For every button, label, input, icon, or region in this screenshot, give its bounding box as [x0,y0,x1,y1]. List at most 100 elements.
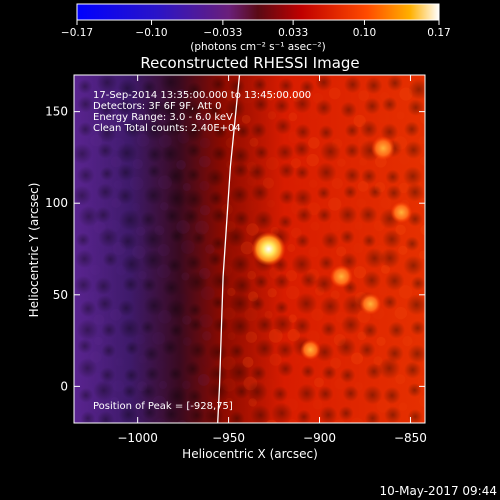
texture-blob [162,278,180,297]
texture-blob [146,164,162,179]
texture-blob [407,344,425,364]
texture-blob [384,406,402,423]
texture-blob [97,142,114,159]
texture-blob [378,357,401,380]
texture-blob [344,123,360,138]
colorbar-ticks: −0.17 −0.10 −0.033 0.033 0.10 0.17 [61,20,451,39]
texture-blob [250,365,267,382]
texture-blob [343,184,358,200]
texture-blob [168,366,183,382]
texture-highlight [135,226,146,236]
texture-blob [186,81,203,98]
texture-blob [321,365,337,381]
texture-blob [319,141,341,163]
texture-blob [159,75,182,94]
texture-blob [343,166,361,184]
texture-blob [274,117,292,135]
info-line-energy: Energy Range: 3.0 - 6.0 keV [93,112,233,123]
texture-blob [142,228,164,250]
texture-highlight [398,285,413,299]
texture-highlight [177,89,186,98]
texture-blob [316,207,333,223]
texture-blob [144,366,160,382]
texture-highlight [94,336,103,346]
x-axis-ticks: −1000 −950 −900 −850 [117,75,427,445]
texture-highlight [353,242,364,254]
texture-blob [254,338,275,359]
texture-highlight [183,402,192,412]
texture-blob [338,405,354,421]
texture-highlight [198,155,211,168]
texture-blob [97,410,115,423]
texture-blob [207,251,223,267]
texture-blob [188,302,203,317]
texture-highlight [227,332,236,341]
texture-highlight [394,306,408,320]
texture-blob [358,341,376,359]
texture-blob [93,379,115,401]
texture-blob [275,143,295,162]
texture-blob [361,322,379,339]
texture-blob [253,274,269,290]
texture-blob [77,95,94,113]
x-tick-label: −1000 [117,431,158,445]
texture-blob [250,183,270,202]
texture-blob [250,404,271,423]
x-axis-label: Heliocentric X (arcsec) [182,447,318,461]
texture-blob [319,295,341,317]
texture-blob [229,343,245,360]
texture-blob [121,253,142,275]
texture-highlight [331,177,343,190]
texture-blob [186,167,201,183]
texture-blob [186,142,202,159]
texture-highlight [159,380,168,390]
texture-blob [295,233,311,249]
texture-blob [166,187,188,210]
texture-highlight [200,286,215,301]
texture-highlight [152,395,167,410]
texture-blob [229,410,245,423]
chart-title: Reconstructed RHESSI Image [140,54,359,72]
texture-blob [253,145,269,161]
texture-blob [118,231,138,251]
texture-blob [207,342,228,362]
texture-highlight [110,397,120,406]
texture-blob [246,381,268,403]
texture-highlight [267,199,276,208]
texture-highlight [337,158,346,167]
texture-blob [207,102,223,119]
texture-blob [293,140,311,158]
y-tick-label: 100 [45,196,68,210]
texture-blob [316,162,337,183]
texture-blob [335,337,357,358]
texture-highlight [420,112,425,125]
texture-blob [185,254,203,271]
x-tick-label: −850 [394,431,427,445]
texture-highlight [180,240,195,254]
texture-blob [255,315,274,334]
texture-blob [165,298,187,320]
texture-blob [212,317,229,334]
texture-blob [168,323,184,338]
texture-blob [404,236,420,252]
texture-blob [101,322,117,338]
texture-highlight [418,250,425,259]
texture-blob [212,124,228,139]
colorbar-tick-label: 0.033 [278,27,308,39]
texture-blob [363,97,381,115]
texture-blob [117,299,135,317]
texture-blob [318,124,334,141]
texture-highlight [202,331,212,341]
texture-blob [124,341,139,356]
texture-blob [364,410,381,423]
texture-blob [300,271,318,289]
texture-blob [272,385,289,403]
texture-blob [362,270,382,290]
texture-blob [250,121,267,139]
texture-blob [233,210,250,227]
texture-highlight [152,331,166,345]
texture-highlight [422,359,425,371]
texture-blob [252,77,268,93]
texture-blob [75,232,91,248]
colorbar: −0.17 −0.10 −0.033 0.033 0.10 0.17 (photons c… [61,3,451,53]
